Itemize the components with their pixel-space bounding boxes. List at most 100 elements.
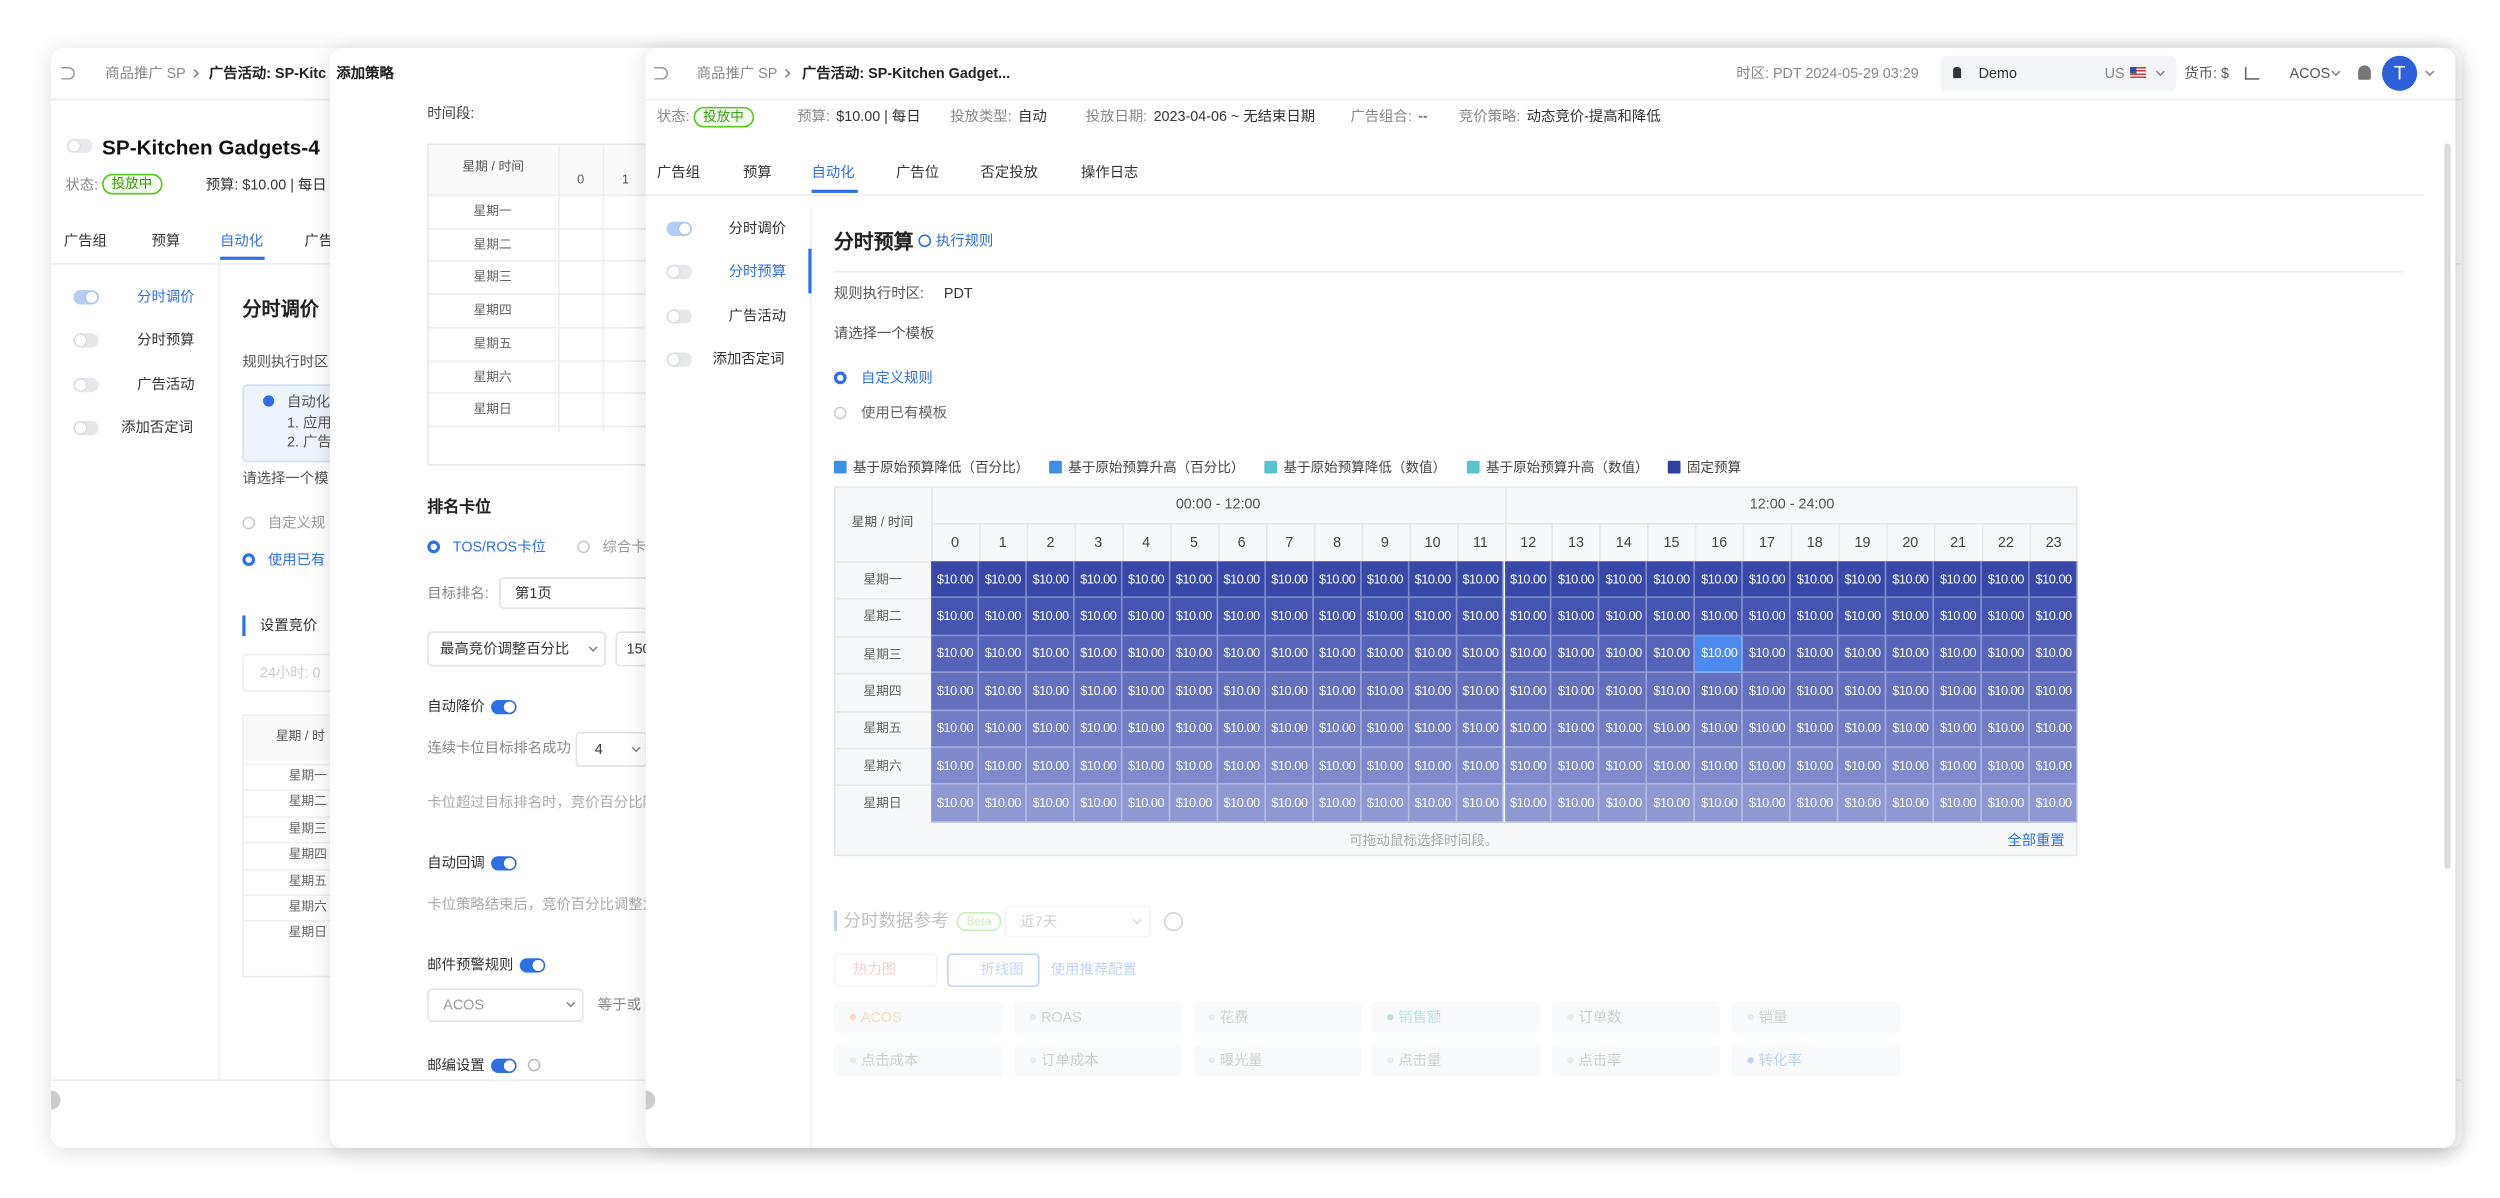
schedule-cell[interactable]: $10.00: [1026, 785, 1075, 823]
schedule-cell[interactable]: $10.00: [2029, 561, 2078, 599]
metric-chip[interactable]: [1014, 1001, 1184, 1034]
currency[interactable]: 货币: $: [2184, 65, 2229, 82]
side-menu-item[interactable]: 添加否定词: [121, 419, 193, 436]
schedule-cell[interactable]: $10.00: [1838, 747, 1887, 786]
schedule-cell[interactable]: $10.00: [1122, 710, 1170, 748]
schedule-cell[interactable]: $10.00: [1790, 561, 1839, 599]
radio-label[interactable]: 自定义规: [267, 514, 326, 531]
view-button[interactable]: [833, 953, 938, 987]
side-menu-item[interactable]: 广告活动: [137, 376, 195, 393]
radio-label[interactable]: 综合卡: [602, 538, 646, 555]
schedule-cell[interactable]: $10.00: [1313, 635, 1361, 674]
breadcrumb[interactable]: 商品推广 SP: [696, 65, 778, 82]
schedule-cell[interactable]: $10.00: [1217, 635, 1266, 674]
schedule-cell[interactable]: $10.00: [1408, 635, 1457, 674]
schedule-cell[interactable]: $10.00: [1599, 785, 1648, 823]
view-button[interactable]: [947, 953, 1040, 987]
schedule-cell[interactable]: $10.00: [1981, 635, 2030, 674]
schedule-cell[interactable]: $10.00: [1886, 747, 1935, 786]
schedule-cell[interactable]: $10.00: [1552, 635, 1600, 674]
schedule-cell[interactable]: $10.00: [1026, 561, 1075, 599]
schedule-cell[interactable]: $10.00: [1122, 635, 1170, 674]
schedule-cell[interactable]: $10.00: [1552, 785, 1600, 823]
side-menu-item[interactable]: 分时调价: [728, 220, 787, 236]
schedule-cell[interactable]: $10.00: [1074, 635, 1123, 674]
schedule-cell[interactable]: $10.00: [2029, 747, 2078, 786]
select[interactable]: [427, 988, 584, 1023]
schedule-cell[interactable]: $10.00: [1743, 710, 1791, 748]
schedule-cell[interactable]: $10.00: [1408, 673, 1457, 711]
schedule-cell[interactable]: $10.00: [1217, 747, 1266, 786]
toggle[interactable]: [491, 699, 517, 715]
toggle[interactable]: [666, 221, 692, 236]
schedule-cell[interactable]: $10.00: [1361, 673, 1409, 711]
schedule-cell[interactable]: $10.00: [1217, 561, 1266, 599]
schedule-cell[interactable]: $10.00: [1408, 710, 1457, 748]
schedule-cell[interactable]: $10.00: [1361, 561, 1409, 599]
tab[interactable]: 预算: [151, 232, 181, 249]
schedule-cell[interactable]: $10.00: [1265, 673, 1314, 711]
schedule-cell[interactable]: $10.00: [1361, 785, 1409, 823]
schedule-cell[interactable]: $10.00: [1981, 598, 2030, 636]
schedule-cell[interactable]: $10.00: [1599, 710, 1648, 748]
schedule-cell[interactable]: $10.00: [1361, 635, 1409, 674]
radio[interactable]: [242, 516, 256, 530]
tab[interactable]: 操作日志: [1081, 164, 1139, 181]
schedule-cell[interactable]: $10.00: [1504, 635, 1553, 674]
schedule-cell[interactable]: $10.00: [1408, 598, 1457, 636]
metric-chip[interactable]: [1192, 1044, 1362, 1077]
side-menu-item[interactable]: 分时预算: [728, 263, 787, 280]
schedule-cell[interactable]: $10.00: [1217, 598, 1266, 636]
schedule-cell[interactable]: $10.00: [1886, 673, 1935, 711]
schedule-cell[interactable]: $10.00: [1981, 747, 2030, 786]
tab[interactable]: 广告组: [656, 164, 700, 181]
schedule-cell[interactable]: $10.00: [1074, 673, 1123, 711]
schedule-cell[interactable]: $10.00: [1169, 561, 1218, 599]
recommend-link[interactable]: 使用推荐配置: [1050, 961, 1137, 978]
metric-switch[interactable]: ACOS: [2289, 65, 2331, 82]
tab[interactable]: 广告组: [63, 232, 107, 249]
schedule-cell[interactable]: $10.00: [931, 561, 979, 599]
schedule-cell[interactable]: $10.00: [1456, 673, 1505, 711]
schedule-cell[interactable]: $10.00: [1313, 673, 1361, 711]
toggle[interactable]: [491, 856, 517, 871]
schedule-cell[interactable]: $10.00: [1790, 598, 1839, 636]
schedule-cell[interactable]: $10.00: [1504, 710, 1553, 748]
schedule-cell[interactable]: $10.00: [1074, 561, 1123, 599]
schedule-cell[interactable]: $10.00: [1026, 673, 1075, 711]
schedule-cell[interactable]: $10.00: [1934, 635, 1982, 674]
schedule-cell[interactable]: $10.00: [1695, 785, 1744, 823]
schedule-cell[interactable]: $10.00: [1313, 785, 1361, 823]
schedule-cell[interactable]: $10.00: [1456, 598, 1505, 636]
schedule-cell[interactable]: $10.00: [1552, 747, 1600, 786]
schedule-cell[interactable]: $10.00: [1456, 561, 1505, 599]
schedule-cell[interactable]: $10.00: [1838, 635, 1887, 674]
metric-chip[interactable]: [1731, 1044, 1901, 1077]
schedule-cell[interactable]: $10.00: [1838, 561, 1887, 599]
toggle[interactable]: [519, 958, 546, 973]
schedule-cell[interactable]: $10.00: [1122, 598, 1170, 636]
schedule-cell[interactable]: $10.00: [1886, 598, 1935, 636]
schedule-cell[interactable]: $10.00: [1313, 710, 1361, 748]
schedule-cell[interactable]: $10.00: [1790, 785, 1839, 823]
schedule-cell[interactable]: $10.00: [978, 710, 1027, 748]
schedule-cell[interactable]: $10.00: [1169, 673, 1218, 711]
radio[interactable]: [833, 406, 847, 420]
schedule-cell[interactable]: $10.00: [1217, 673, 1266, 711]
schedule-cell[interactable]: $10.00: [931, 673, 979, 711]
schedule-cell[interactable]: $10.00: [1456, 747, 1505, 786]
schedule-cell[interactable]: $10.00: [1122, 747, 1170, 786]
schedule-cell[interactable]: $10.00: [1886, 561, 1935, 599]
radio-label[interactable]: 使用已有: [267, 551, 326, 568]
schedule-cell[interactable]: $10.00: [1695, 598, 1744, 636]
schedule-cell[interactable]: $10.00: [1981, 561, 2030, 599]
toggle[interactable]: [73, 290, 99, 305]
schedule-cell[interactable]: $10.00: [1647, 747, 1696, 786]
radio-label[interactable]: 自定义规则: [860, 369, 933, 386]
schedule-cell[interactable]: $10.00: [1743, 598, 1791, 636]
metric-chip[interactable]: [1371, 1044, 1541, 1077]
metric-chip[interactable]: [1551, 1001, 1721, 1034]
schedule-cell[interactable]: $10.00: [1743, 785, 1791, 823]
schedule-cell[interactable]: $10.00: [1743, 673, 1791, 711]
schedule-cell[interactable]: $10.00: [1169, 710, 1218, 748]
